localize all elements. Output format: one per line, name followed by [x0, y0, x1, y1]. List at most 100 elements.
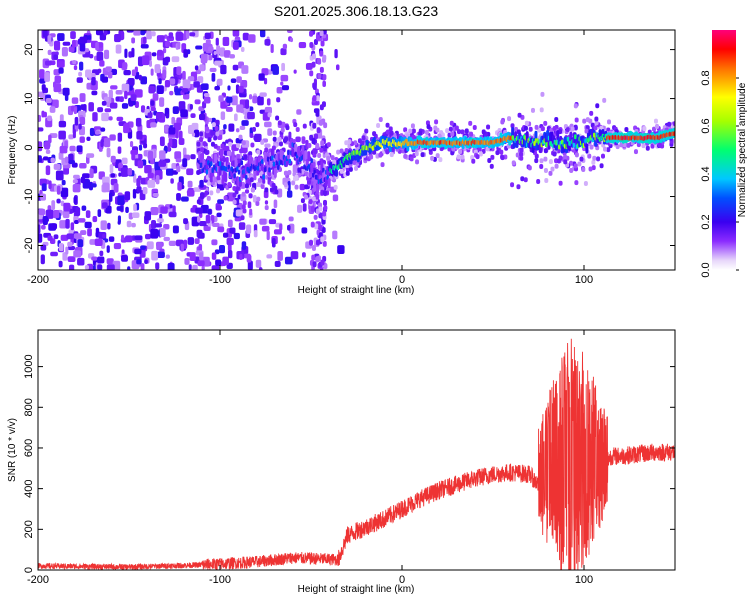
spectrogram-cell: [58, 120, 67, 128]
spectrogram-cell: [300, 169, 305, 175]
spectrogram-cell: [78, 71, 83, 77]
spectrogram-cell: [543, 148, 548, 154]
spectrogram-cell: [113, 183, 119, 193]
spectrogram-cell: [277, 120, 282, 126]
spectrogram-ridge-glow: [219, 148, 223, 159]
spectrogram-cell: [148, 85, 155, 94]
spectrogram-ridge-cell: [558, 144, 561, 150]
spectrogram-ridge-glow: [313, 181, 317, 192]
spectrogram-cell: [144, 164, 152, 174]
spectrogram-cell: [320, 140, 325, 147]
spectrogram-cell: [50, 157, 55, 163]
spectrogram-cell: [131, 153, 136, 161]
spectrogram-cell: [108, 89, 113, 99]
spectrogram-cell: [312, 53, 317, 60]
spectrogram-cell: [100, 220, 107, 230]
spectrogram-cell: [322, 54, 327, 61]
spectrogram-cell: [309, 239, 314, 246]
spectrogram-cell: [264, 187, 269, 193]
spectrogram-ridge-cell: [227, 164, 230, 170]
spectrogram-ridge-glow: [297, 145, 301, 156]
spectrogram-cell: [140, 76, 148, 85]
spectrogram-cell: [100, 139, 104, 148]
spectrogram-cell: [79, 42, 86, 52]
spectrogram-cell: [205, 126, 210, 132]
spectrogram-cell: [259, 92, 267, 97]
spectrogram-cell: [448, 126, 453, 132]
spectrogram-cell: [279, 223, 283, 231]
spectrogram-cell: [266, 230, 270, 241]
spectrogram-ridge-cell: [574, 134, 577, 140]
spectrogram-ridge-cell: [256, 165, 260, 171]
spectrogram-cell: [181, 88, 189, 93]
spectrogram-cell: [239, 253, 243, 260]
spectrogram-cell: [220, 143, 225, 149]
colorbar-label: Normalized spectral amplitude: [737, 82, 748, 217]
spectrogram-cell: [58, 152, 64, 160]
spectrogram-cell: [120, 167, 129, 177]
spectrogram-cell: [53, 54, 58, 60]
spectrogram-cell: [158, 160, 167, 167]
spectrogram-cell: [288, 216, 294, 222]
spectrogram-cell: [73, 196, 77, 204]
spectrogram-cell: [271, 208, 276, 215]
spectrogram-cell: [109, 134, 116, 141]
spectrogram-cell: [201, 265, 205, 270]
spectrogram-cell: [39, 78, 46, 84]
spectrogram-cell: [315, 110, 320, 117]
spectrogram-cell: [539, 163, 544, 169]
spectrogram-cell: [131, 37, 136, 44]
spectrogram-cell: [645, 145, 650, 151]
spectrogram-cell: [62, 210, 70, 219]
spectrogram-cell: [433, 125, 438, 131]
snr-y-tick-label: 800: [23, 398, 35, 416]
spectrogram-cell: [66, 233, 74, 240]
spectrogram-cell: [38, 208, 46, 216]
spectrogram-ridge-glow: [556, 130, 560, 141]
spectrogram-cell: [168, 32, 174, 39]
spectrogram-cell: [150, 228, 159, 239]
spectrogram-cell: [115, 90, 123, 95]
spectrogram-cell: [199, 137, 204, 143]
spectrogram-ridge-cell: [245, 174, 248, 180]
spectrogram-cell: [191, 132, 196, 137]
spectrogram-ridge-cell: [566, 136, 570, 142]
spectrogram-cell: [258, 267, 263, 270]
spectrogram-y-tick-label: 20: [23, 43, 35, 55]
spectrogram-cell: [259, 218, 267, 225]
spectrogram-cell: [315, 256, 320, 263]
spectrogram-cell: [58, 67, 64, 74]
spectrogram-cell: [75, 207, 81, 217]
spectrogram-ridge-glow: [294, 143, 298, 154]
spectrogram-cell: [454, 125, 459, 131]
spectrogram-cell: [319, 66, 324, 73]
spectrogram-cell: [307, 142, 312, 148]
spectrogram-cell: [311, 61, 316, 68]
spectrogram-ridge-glow: [224, 172, 228, 183]
spectrogram-cell: [53, 163, 61, 170]
spectrogram-cell: [336, 149, 341, 155]
spectrogram-cell: [54, 75, 62, 84]
spectrogram-cell: [72, 60, 77, 65]
spectrogram-cell: [138, 74, 142, 81]
spectrogram-cell: [177, 181, 182, 191]
spectrogram-cell: [247, 111, 255, 120]
spectrogram-cell: [128, 212, 134, 220]
spectrogram-ridge-cell: [233, 173, 236, 179]
spectrogram-cell: [203, 225, 211, 231]
spectrogram-cells: [38, 30, 675, 270]
snr-frame: [37, 329, 676, 571]
spectrogram-cell: [216, 78, 223, 86]
spectrogram-cell: [280, 81, 284, 86]
spectrogram-ridge-glow: [231, 150, 235, 161]
spectrogram-cell: [101, 112, 110, 122]
spectrogram-cell: [103, 96, 109, 103]
spectrogram-cell: [312, 95, 317, 102]
spectrogram-cell: [44, 141, 50, 150]
spectrogram-cell: [182, 147, 187, 157]
spectrogram-cell: [140, 44, 149, 49]
spectrogram-cell: [76, 145, 83, 153]
spectrogram-cell: [222, 36, 230, 47]
spectrogram-cell: [214, 85, 220, 91]
spectrogram-cell: [131, 212, 140, 218]
